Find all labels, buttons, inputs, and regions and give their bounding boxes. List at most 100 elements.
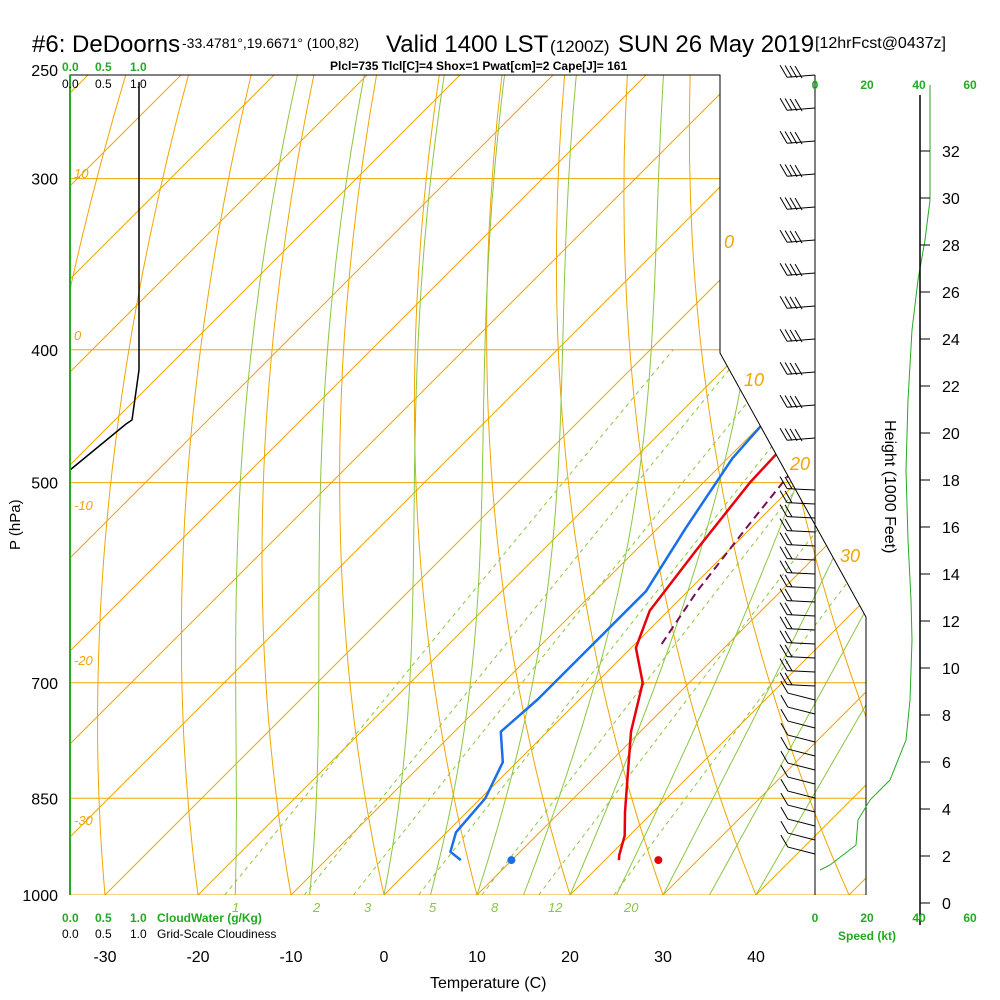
wind-barb (779, 295, 816, 310)
height-tick-label: 18 (942, 473, 960, 490)
wind-barb (779, 518, 816, 533)
wind-barb-feather (779, 361, 788, 375)
temperature-line (617, 92, 866, 861)
wind-barb (779, 490, 816, 505)
height-tick-label: 10 (942, 661, 960, 678)
wind-barb (780, 778, 816, 799)
cloudiness-tick-top: 0.5 (95, 77, 112, 91)
wind-barb-feather (784, 65, 793, 78)
wind-barbs (779, 64, 816, 855)
wind-barb (779, 658, 816, 673)
wind-barb-feather (784, 602, 793, 616)
wind-barb (779, 361, 816, 376)
wind-barb-feather (794, 230, 803, 244)
wind-barb (780, 750, 816, 771)
height-tick-label: 4 (942, 802, 951, 819)
wind-barb-staff (787, 600, 816, 603)
wind-barb-feather (789, 263, 798, 277)
wind-barb-staff (787, 846, 816, 855)
wind-barb-feather (779, 658, 788, 671)
height-tick-label: 12 (942, 614, 960, 631)
mixing-ratio-label: 1 (232, 900, 239, 915)
isotherm-50 (848, 75, 866, 895)
dry-adiabat-0 (339, 75, 392, 895)
wind-barb-feather (794, 329, 803, 343)
dry-adiabat--20 (180, 75, 253, 895)
moist-adiabat-lines (234, 75, 866, 895)
temperature-tick-label: -20 (186, 949, 209, 966)
wind-barb-feather (794, 428, 803, 442)
wind-barb-staff (787, 762, 816, 771)
wind-barb-staff (787, 790, 816, 799)
wind-barb-staff (787, 628, 816, 631)
mixing-ratio-label: 12 (548, 900, 563, 915)
temperature-tick-label: 10 (468, 949, 486, 966)
wind-barb-feather (784, 644, 793, 658)
wind-barb-feather (784, 490, 793, 504)
wind-barb-feather (789, 131, 798, 145)
speed-label: Speed (kt) (838, 929, 896, 943)
moist-adiabat--16 (234, 75, 299, 895)
temperature-tick-label: -10 (279, 949, 302, 966)
wind-barb (780, 680, 816, 701)
dry-adiabat-30 (555, 75, 675, 895)
isotherm--80 (70, 75, 466, 895)
wind-barb (779, 394, 816, 409)
wind-speed-profile (819, 85, 931, 871)
height-tick-label: 24 (942, 332, 960, 349)
wind-barb-feather (779, 229, 788, 243)
dry-adiabat-lines (0, 70, 866, 924)
wind-barb-staff (787, 818, 816, 827)
height-tick-label: 16 (942, 520, 960, 537)
wind-barb-staff (787, 558, 816, 561)
cloudiness-tick-top: 0.0 (62, 77, 79, 91)
wind-barb-feather (784, 672, 793, 686)
cloudwater-tick-top: 0.0 (62, 60, 79, 74)
wind-barb-feather (789, 197, 798, 211)
pressure-tick-label: 300 (31, 172, 58, 189)
moist-adiabat-15 (523, 75, 665, 895)
wind-barb-feather (789, 428, 798, 442)
valid-time: Valid 1400 LST (386, 31, 549, 58)
wind-barb-staff (787, 776, 816, 785)
wind-barb-feather (779, 616, 788, 629)
wind-barb-feather (779, 97, 788, 111)
wind-barb-feather (784, 546, 793, 560)
height-tick-label: 14 (942, 567, 960, 584)
wind-barb-feather (794, 65, 803, 79)
wind-barb-feather (784, 504, 793, 518)
dewpoint-line (449, 92, 866, 862)
pressure-ticks: 250 300 400 500 700 850 1000 (22, 63, 58, 905)
wind-barb-staff (787, 720, 816, 729)
wind-barb (779, 64, 816, 79)
speed-tick-bottom: 20 (860, 911, 874, 925)
isotherm-30 (662, 75, 866, 895)
wind-barb-feather (780, 736, 789, 750)
isotherm--70 (70, 75, 559, 895)
dry-adiabat--10 (261, 75, 316, 895)
wind-barb-feather (789, 362, 798, 376)
wind-barb-feather (784, 616, 793, 630)
wind-barb-feather (789, 65, 798, 79)
temperature-ticks: -30 -20 -10 0 10 20 30 40 (93, 949, 765, 966)
dry-adiabat--30 (97, 75, 191, 895)
wind-barb-staff (787, 670, 816, 673)
dry-adiabat-20 (486, 75, 580, 895)
wind-barb (780, 792, 816, 813)
moist-adiabat-10 (476, 75, 578, 895)
wind-barb (779, 328, 816, 343)
dry-adiabat--60 (0, 70, 2, 924)
temperature-tick-label: 30 (654, 949, 672, 966)
wind-barb-staff (787, 530, 816, 533)
dry-adiabat-label: -20 (74, 653, 94, 668)
cloudiness-profile (69, 82, 140, 471)
wind-barb-feather (784, 395, 793, 408)
wind-barb (780, 834, 816, 855)
wind-barb (779, 504, 816, 519)
wind-barb-feather (779, 394, 788, 408)
isotherm--20 (197, 75, 866, 895)
isotherm-10 (476, 75, 866, 895)
moist-adiabat-40 (755, 75, 866, 895)
